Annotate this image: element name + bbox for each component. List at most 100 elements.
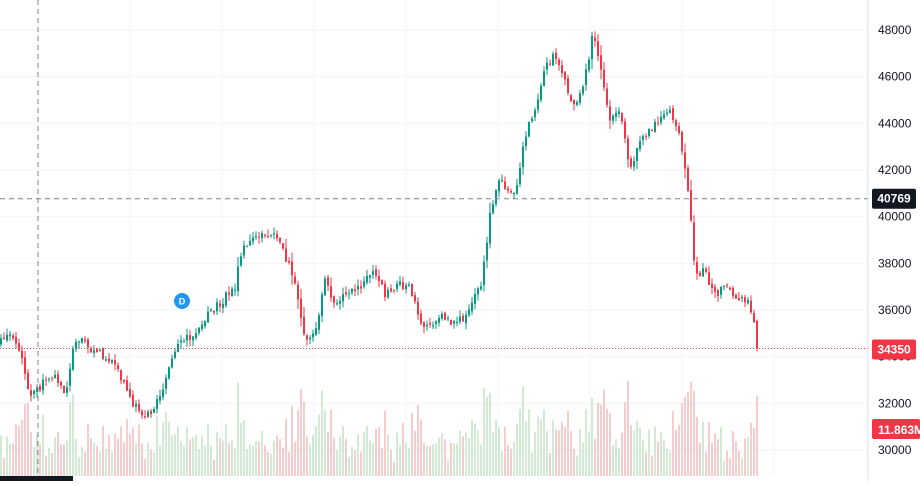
candle-body [216, 302, 218, 312]
dividend-marker-circle[interactable] [174, 293, 190, 309]
volume-bar [387, 434, 389, 476]
volume-bar [570, 431, 572, 476]
candle-body [93, 350, 95, 353]
volume-bar [552, 420, 554, 476]
candle-body [168, 367, 170, 379]
candle-body [528, 122, 530, 137]
volume-bar [69, 401, 71, 476]
volume-bar [18, 425, 20, 476]
volume-bar [234, 448, 236, 476]
volume-bar [201, 435, 203, 476]
candle-body [576, 101, 578, 105]
volume-bar [612, 445, 614, 476]
volume-bar [267, 451, 269, 476]
volume-bar [204, 445, 206, 476]
y-tick-label: 40000 [878, 210, 912, 224]
volume-bar [528, 409, 530, 476]
candle-body [627, 138, 629, 160]
volume-bar [39, 444, 41, 476]
candle-body [180, 340, 182, 343]
volume-bar [393, 462, 395, 476]
candle-body [570, 94, 572, 102]
volume-bar [213, 459, 215, 476]
volume-bar [636, 420, 638, 476]
volume-bar [147, 443, 149, 476]
candle-body [15, 336, 17, 344]
volume-bar [321, 390, 323, 476]
candle-body [387, 289, 389, 298]
candle-body [480, 286, 482, 290]
candle-body [21, 350, 23, 359]
candle-body [459, 316, 461, 322]
volume-bar [300, 389, 302, 476]
candle-body [525, 136, 527, 147]
volume-bar [756, 396, 758, 476]
volume-bar [237, 382, 239, 476]
volume-bar [672, 410, 674, 476]
volume-bar [375, 428, 377, 476]
y-tick-label: 36000 [878, 303, 912, 317]
volume-bar [486, 396, 488, 476]
candle-body [429, 323, 431, 325]
volume-bar [87, 423, 89, 476]
candle-body [678, 126, 680, 133]
candle-body [270, 235, 272, 237]
candle-body [207, 311, 209, 323]
candle-body [750, 300, 752, 313]
volume-bar [360, 451, 362, 476]
volume-bar [681, 403, 683, 476]
volume-bar [606, 408, 608, 476]
candle-body [636, 148, 638, 161]
candle-body [378, 275, 380, 282]
volume-badge-bg [872, 419, 920, 439]
volume-bar [249, 444, 251, 476]
candle-body [0, 338, 2, 345]
candle-body [402, 281, 404, 290]
candle-body [546, 62, 548, 70]
volume-bar [519, 408, 521, 476]
time-axis-scroll-handle[interactable] [0, 476, 73, 481]
volume-bar [339, 436, 341, 476]
dividend-marker[interactable]: D [174, 293, 190, 309]
candle-body [303, 316, 305, 335]
volume-bar [744, 438, 746, 476]
candle-body [687, 168, 689, 191]
volume-bar [648, 429, 650, 476]
candle-body [6, 334, 8, 341]
candle-body [654, 122, 656, 133]
candle-body [60, 381, 62, 386]
candle-body [432, 325, 434, 327]
candle-body [87, 339, 89, 348]
volume-bar [51, 453, 53, 476]
candle-body [573, 100, 575, 105]
volume-bar [36, 434, 38, 476]
candle-body [609, 106, 611, 121]
volume-bar [531, 452, 533, 476]
candle-body [747, 299, 749, 304]
candle-body [492, 204, 494, 214]
volume-bar [498, 427, 500, 476]
volume-bar [411, 412, 413, 476]
volume-bar [192, 437, 194, 476]
candle-body [741, 296, 743, 299]
candle-body [720, 286, 722, 295]
price-lines [0, 0, 868, 476]
volume-bar [534, 431, 536, 476]
volume-bar [522, 386, 524, 476]
volume-bar [654, 426, 656, 476]
y-tick-label: 46000 [878, 70, 912, 84]
volume-bar [738, 450, 740, 476]
volume-bar [651, 455, 653, 476]
candlesticks [0, 31, 758, 420]
candle-body [438, 317, 440, 323]
candle-body [186, 334, 188, 341]
candle-body [714, 286, 716, 292]
volume-bar [705, 451, 707, 476]
volume-bar [168, 421, 170, 476]
candle-body [162, 389, 164, 398]
volume-bar [111, 451, 113, 476]
candle-body [51, 377, 53, 379]
candle-body [753, 313, 755, 323]
